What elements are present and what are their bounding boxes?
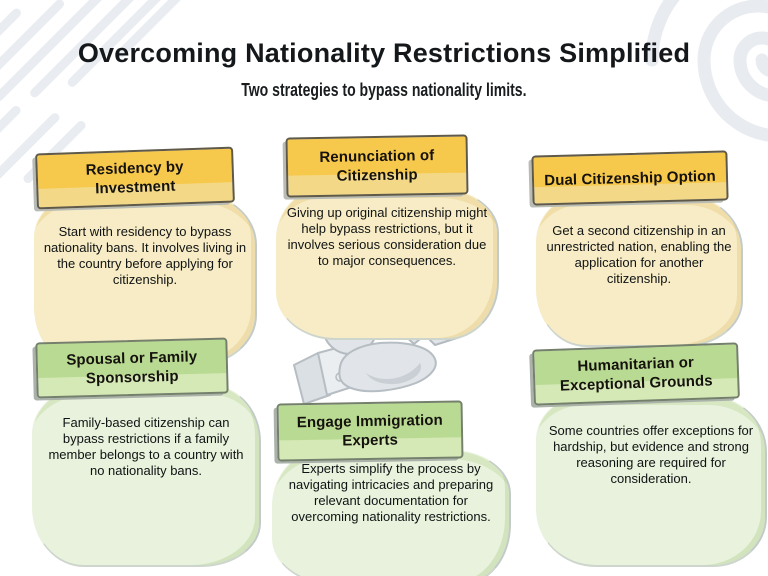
stroke-decor — [0, 111, 62, 197]
page-title: Overcoming Nationality Restrictions Simp… — [77, 38, 691, 69]
card-title-banner: Engage Immigration Experts — [276, 400, 464, 462]
card-title: Humanitarian or Exceptional Grounds — [559, 353, 713, 395]
card-body-blob: Some countries offer exceptions for hard… — [536, 396, 767, 567]
card-title: Engage Immigration Experts — [296, 411, 443, 450]
page-subtitle: Two strategies to bypass nationality lim… — [241, 80, 527, 100]
card-body-text: Start with residency to bypass nationali… — [43, 224, 247, 287]
card-body-blob: Start with residency to bypass nationali… — [34, 193, 257, 365]
stroke-decor — [0, 104, 23, 184]
card-body-text: Get a second citizenship in an unrestric… — [546, 223, 732, 286]
card-title-banner: Residency by Investment — [35, 146, 235, 210]
card-body-text: Family-based citizenship can bypass rest… — [48, 415, 244, 478]
card-title: Spousal or Family Sponsorship — [66, 348, 198, 388]
card-title: Renunciation of Citizenship — [319, 147, 435, 185]
card-body-text: Experts simplify the process by navigati… — [288, 461, 494, 524]
card-body-blob: Experts simplify the process by navigati… — [272, 450, 511, 576]
card-title-banner: Humanitarian or Exceptional Grounds — [532, 342, 740, 406]
card-title-banner: Spousal or Family Sponsorship — [35, 337, 229, 399]
card-body-blob: Giving up original citizenship might hel… — [276, 189, 499, 340]
card-title-banner: Dual Citizenship Option — [531, 150, 729, 206]
card-body-blob: Family-based citizenship can bypass rest… — [32, 386, 261, 567]
card-body-text: Giving up original citizenship might hel… — [286, 205, 488, 268]
card-body-blob: Get a second citizenship in an unrestric… — [536, 196, 743, 347]
stroke-decor — [21, 119, 88, 185]
card-title: Residency by Investment — [85, 158, 184, 198]
hand-holding-key-icon — [293, 299, 461, 405]
card-title: Dual Citizenship Option — [544, 167, 716, 189]
card-body-text: Some countries offer exceptions for hard… — [548, 423, 754, 486]
card-title-banner: Renunciation of Citizenship — [285, 134, 469, 198]
diagonal-strokes-decor — [0, 0, 220, 240]
